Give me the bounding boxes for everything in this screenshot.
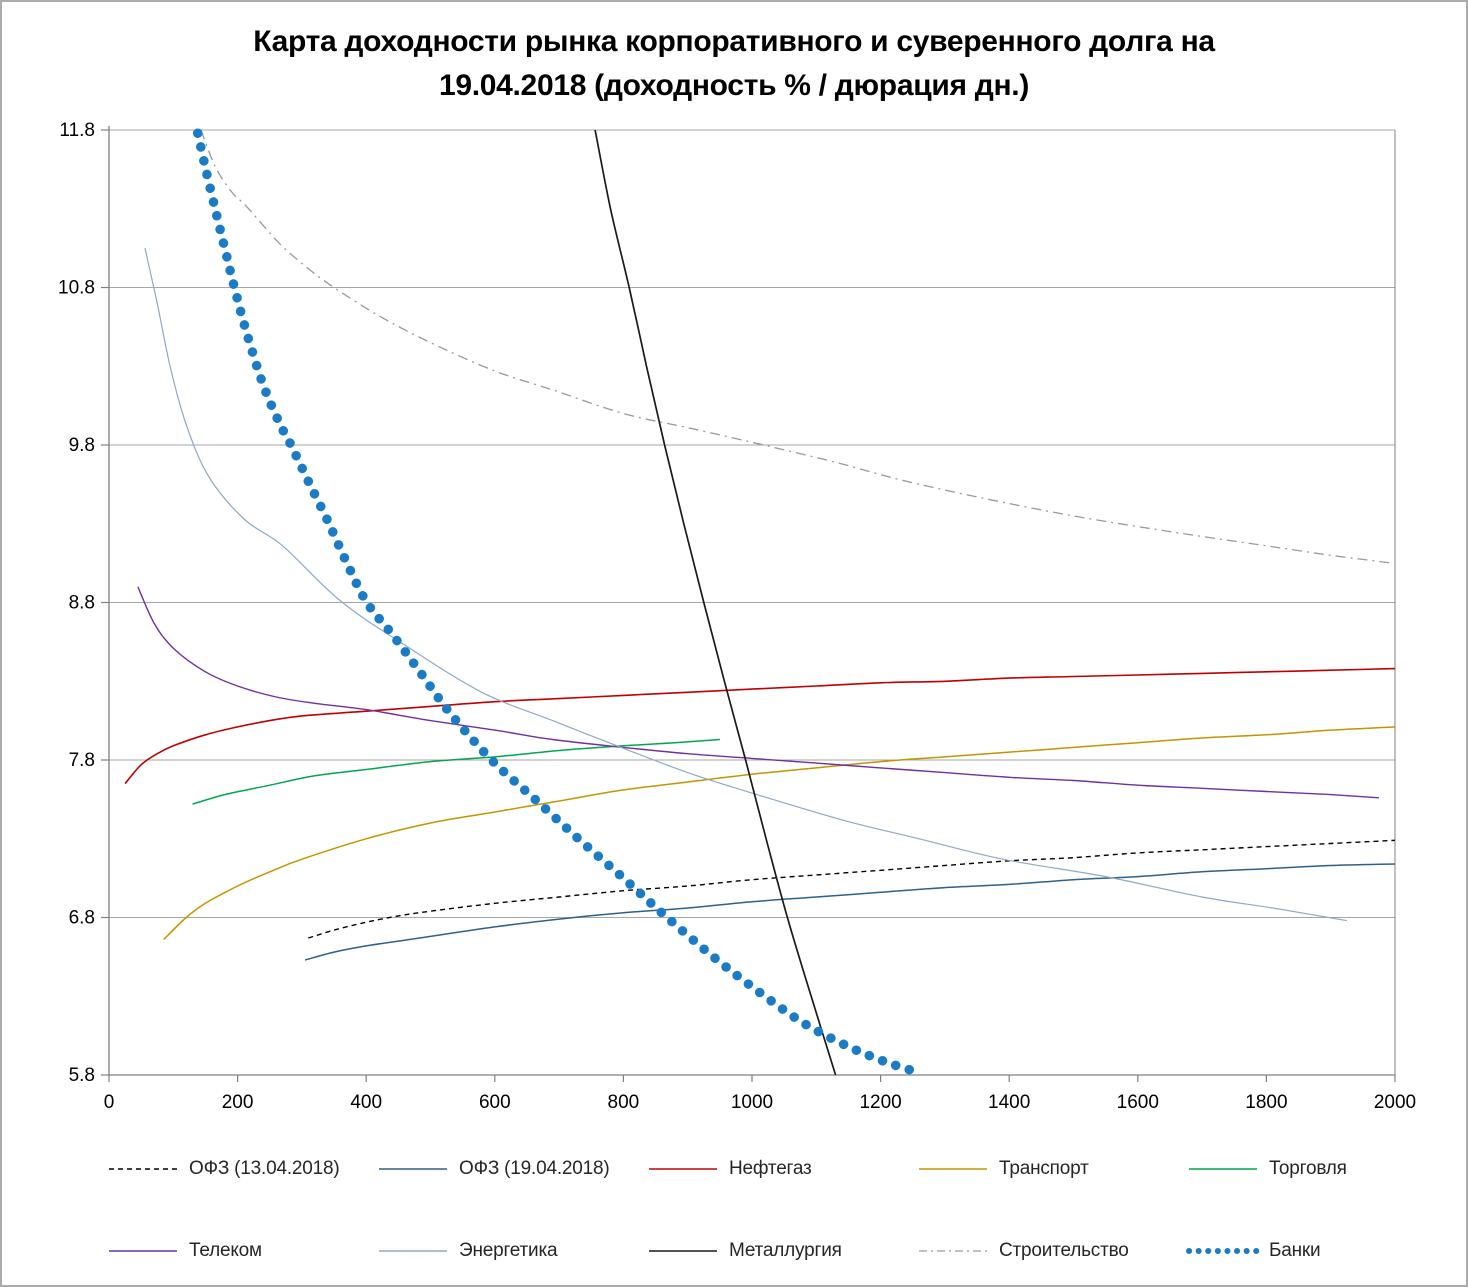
legend-item-Телеком: Телеком: [106, 1238, 376, 1264]
legend-swatch-dashed: [109, 1168, 177, 1170]
legend-label: Нефтегаз: [729, 1158, 812, 1179]
legend-item-Транспорт: Транспорт: [916, 1156, 1186, 1182]
series-line-Транспорт: [163, 726, 1396, 941]
y-tick-label-5.8: 5.8: [69, 1065, 95, 1086]
series-line-ОФЗ (13.04.2018): [308, 839, 1396, 939]
x-tick-label-600: 600: [479, 1092, 511, 1113]
legend-swatch-solid: [379, 1250, 447, 1252]
chart-title: Карта доходности рынка корпоративного и …: [2, 20, 1466, 107]
series-line-Металлургия: [594, 129, 837, 1076]
legend-swatch-dotted: [1186, 1248, 1260, 1254]
x-tick-label-1400: 1400: [988, 1092, 1030, 1113]
y-tick-label-10.8: 10.8: [58, 278, 95, 299]
x-tick-label-400: 400: [350, 1092, 382, 1113]
legend-label: Металлургия: [729, 1240, 842, 1261]
legend-label: ОФЗ (13.04.2018): [189, 1158, 340, 1179]
y-tick-label-8.8: 8.8: [69, 593, 95, 614]
chart-title-line2: 19.04.2018 (доходность % / дюрация дн.): [438, 68, 1030, 102]
legend-item-Энергетика: Энергетика: [376, 1238, 646, 1264]
legend-swatch-solid: [919, 1168, 987, 1170]
legend-label: Торговля: [1269, 1158, 1347, 1179]
legend-label: ОФЗ (19.04.2018): [459, 1158, 610, 1179]
chart-title-line1: Карта доходности рынка корпоративного и …: [253, 25, 1215, 58]
legend-label: Банки: [1269, 1240, 1321, 1261]
legend-swatch-solid: [379, 1168, 447, 1170]
legend-swatch-solid: [649, 1168, 717, 1170]
series-line-Телеком: [137, 586, 1379, 799]
legend-swatch-solid: [649, 1250, 717, 1252]
x-tick-label-2000: 2000: [1374, 1092, 1416, 1113]
legend-item-Банки: Банки: [1186, 1238, 1456, 1264]
legend-item-ОФЗ (13.04.2018): ОФЗ (13.04.2018): [106, 1156, 376, 1182]
legend-swatch-solid: [109, 1250, 177, 1252]
x-tick-label-1200: 1200: [859, 1092, 901, 1113]
legend-item-Металлургия: Металлургия: [646, 1238, 916, 1264]
x-tick-label-1800: 1800: [1245, 1092, 1287, 1113]
legend-item-Строительство: Строительство: [916, 1238, 1186, 1264]
y-tick-label-7.8: 7.8: [69, 750, 95, 771]
legend-label: Строительство: [999, 1240, 1129, 1261]
legend-label: Энергетика: [459, 1240, 558, 1261]
series-line-Энергетика: [144, 247, 1347, 922]
x-tick-label-800: 800: [608, 1092, 640, 1113]
series-line-Строительство: [200, 129, 1392, 564]
legend-swatch-solid: [1189, 1168, 1257, 1170]
x-tick-label-1000: 1000: [731, 1092, 773, 1113]
y-tick-label-6.8: 6.8: [69, 908, 95, 929]
chart-legend-row-1: ОФЗ (13.04.2018) ОФЗ (19.04.2018) Нефтегаз…: [106, 1156, 1462, 1182]
series-line-Торговля: [192, 738, 720, 805]
series-line-Нефтегаз: [124, 667, 1396, 785]
x-tick-label-0: 0: [104, 1092, 115, 1113]
x-tick-label-1600: 1600: [1117, 1092, 1159, 1113]
legend-item-Нефтегаз: Нефтегаз: [646, 1156, 916, 1182]
y-tick-label-11.8: 11.8: [59, 120, 95, 141]
legend-item-Торговля: Торговля: [1186, 1156, 1456, 1182]
legend-label: Транспорт: [999, 1158, 1089, 1179]
y-tick-label-9.8: 9.8: [69, 435, 95, 456]
chart-legend-row-2: Телеком Энергетика Металлургия Строительств…: [106, 1238, 1462, 1264]
legend-swatch-dashdot: [919, 1250, 987, 1252]
x-tick-label-200: 200: [222, 1092, 254, 1113]
series-line-Банки: [192, 128, 927, 1079]
legend-item-ОФЗ (19.04.2018): ОФЗ (19.04.2018): [376, 1156, 646, 1182]
legend-label: Телеком: [189, 1240, 262, 1261]
series-line-ОФЗ (19.04.2018): [304, 863, 1396, 961]
